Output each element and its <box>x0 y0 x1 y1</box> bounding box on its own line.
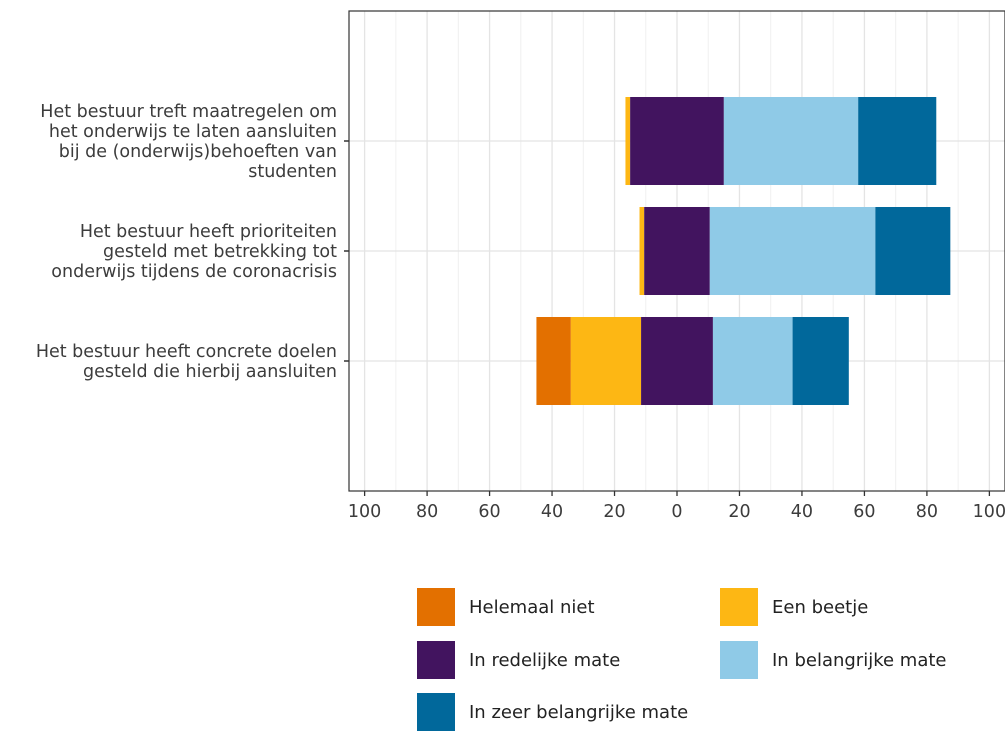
category-label-line: gesteld die hierbij aansluiten <box>83 362 337 382</box>
x-tick-label: 80 <box>916 502 938 522</box>
bar-segment <box>644 207 710 295</box>
legend-item: In redelijke mate <box>417 641 620 679</box>
legend-label: In redelijke mate <box>469 649 621 671</box>
x-tick-label: 20 <box>603 502 625 522</box>
bar-segment <box>630 97 724 185</box>
x-tick-label: 40 <box>541 502 563 522</box>
bar-segment <box>639 207 645 295</box>
category-label-line: bij de (onderwijs)behoeften van <box>59 142 337 162</box>
x-tick-label: 40 <box>791 502 813 522</box>
category-label-line: het onderwijs te laten aansluiten <box>49 122 337 142</box>
x-tick-label: 100 <box>973 502 1005 522</box>
bar-segment <box>712 317 793 405</box>
legend-item: In zeer belangrijke mate <box>417 693 688 731</box>
category-label: Het bestuur heeft prioriteiten gesteld me… <box>51 222 337 282</box>
x-tick-label: 60 <box>478 502 500 522</box>
x-tick-label: 80 <box>416 502 438 522</box>
category-label-line: studenten <box>248 162 337 182</box>
category-label-line: Het bestuur heeft concrete doelen <box>36 342 337 362</box>
bar-segment <box>875 207 951 295</box>
legend-label: In belangrijke mate <box>772 649 947 671</box>
category-label-line: Het bestuur heeft prioriteiten <box>80 222 337 242</box>
category-label-line: onderwijs tijdens de coronacrisis <box>51 262 337 282</box>
bar-segment <box>723 97 859 185</box>
legend-item: Helemaal niet <box>417 588 595 626</box>
legend-item: In belangrijke mate <box>720 641 946 679</box>
legend-swatch <box>720 588 758 626</box>
x-tick-label: 0 <box>671 502 682 522</box>
x-tick-label: 100 <box>348 502 381 522</box>
x-tick-label: 20 <box>728 502 750 522</box>
legend-label: Helemaal niet <box>469 596 595 618</box>
chart-svg: Het bestuur treft maatregelen om het onde… <box>36 10 1005 522</box>
category-label: Het bestuur heeft concrete doelen gesteld… <box>36 342 337 382</box>
legend-swatch <box>720 641 758 679</box>
bar-segment <box>570 317 642 405</box>
legend-label: In zeer belangrijke mate <box>469 701 689 723</box>
category-label: Het bestuur treft maatregelen om het onde… <box>40 102 337 182</box>
legend-label: Een beetje <box>772 596 869 618</box>
bar-segment <box>792 317 849 405</box>
category-label-line: Het bestuur treft maatregelen om <box>40 102 337 122</box>
legend-item: Een beetje <box>720 588 868 626</box>
legend-swatch <box>417 588 455 626</box>
bar-segment <box>709 207 876 295</box>
bar-segment <box>858 97 937 185</box>
x-tick-label: 60 <box>853 502 875 522</box>
legend-swatch <box>417 693 455 731</box>
bar-segment <box>641 317 713 405</box>
bar-segment <box>625 97 631 185</box>
bar-segment <box>536 317 571 405</box>
legend-swatch <box>417 641 455 679</box>
category-label-line: gesteld met betrekking tot <box>103 242 337 262</box>
